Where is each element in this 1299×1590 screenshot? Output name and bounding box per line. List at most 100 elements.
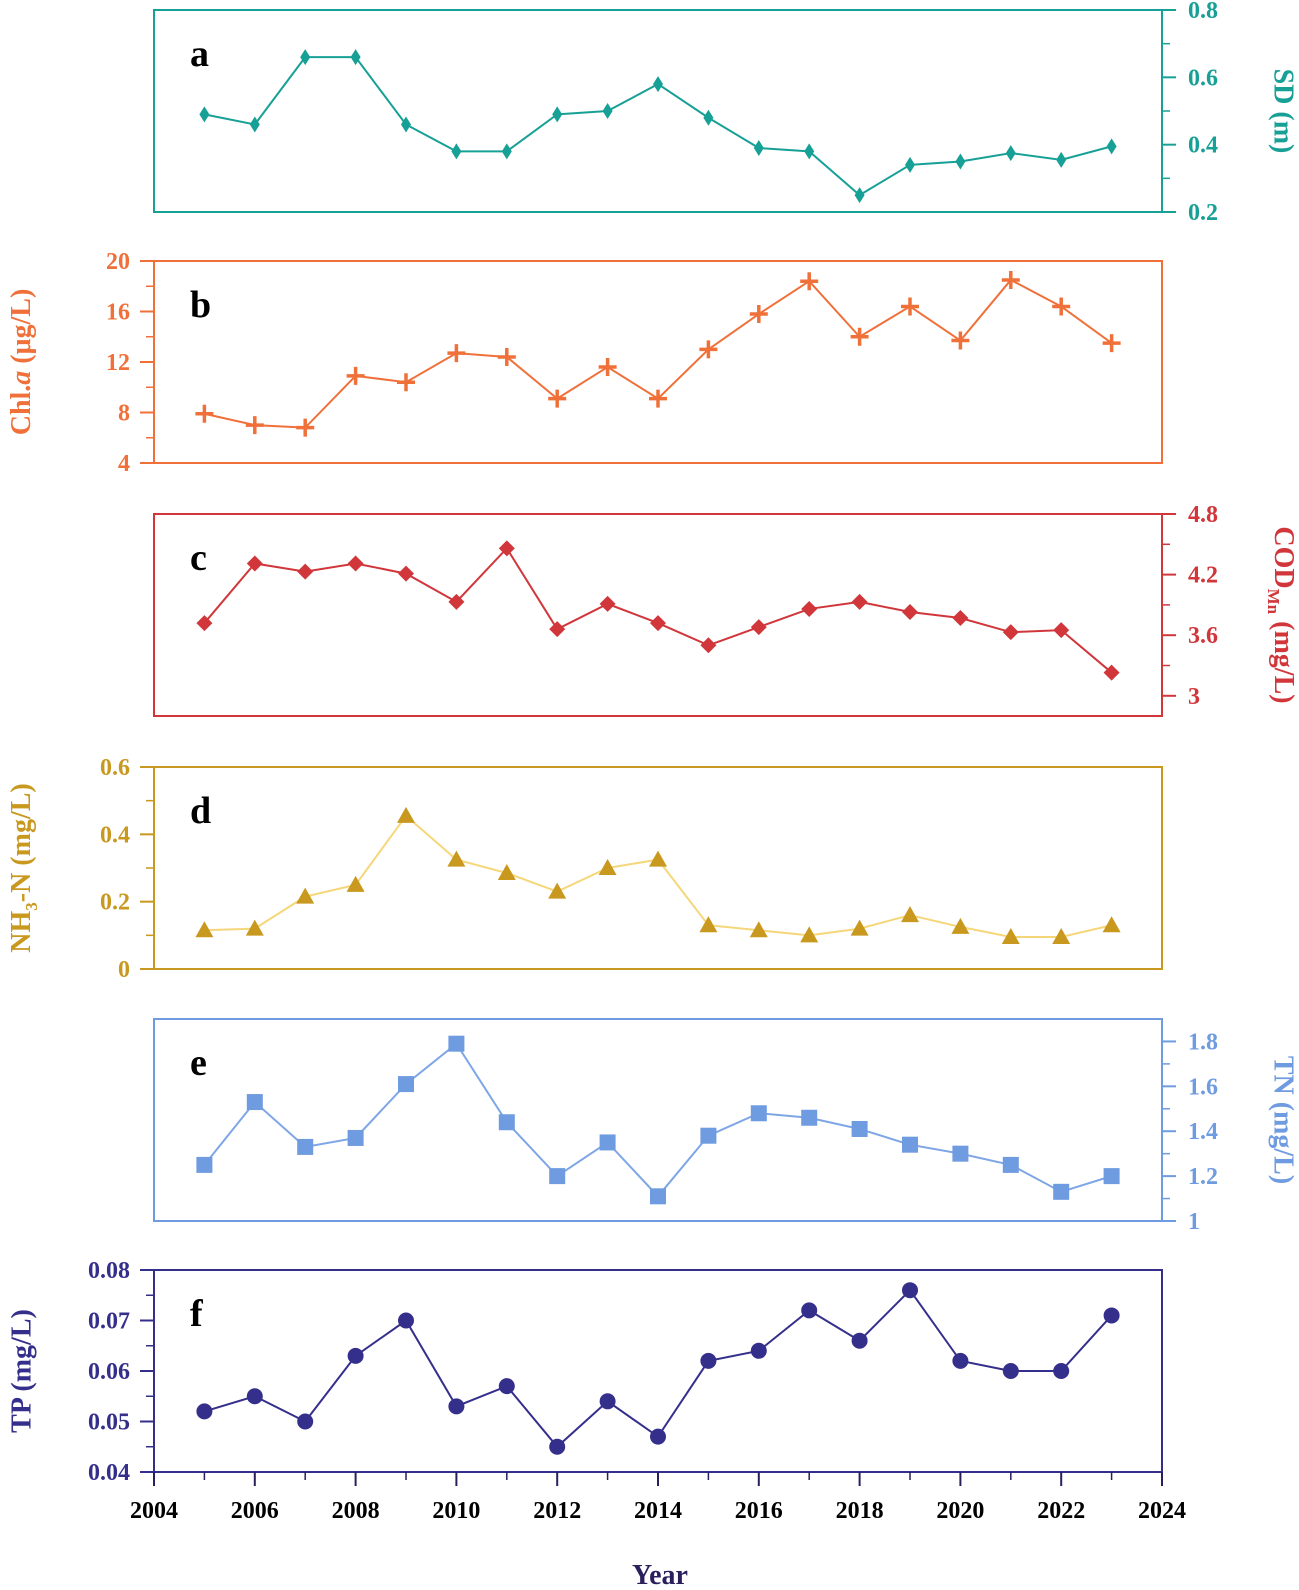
panel-a-ytick-label: 0.8 <box>1188 0 1218 24</box>
panel-d-ytick-label: 0.6 <box>100 755 130 781</box>
panel-d-point-2023 <box>1102 916 1121 933</box>
ylabel-rest: (μg/L) <box>6 289 37 371</box>
panel-b-point-2012 <box>548 389 567 408</box>
panel-f-point-2011 <box>498 1378 515 1395</box>
panel-b-point-2017 <box>800 272 819 291</box>
panel-e-point-2014 <box>650 1188 666 1205</box>
panel-d-point-2018 <box>850 919 869 936</box>
panel-c: 3 3.6 4.2 4.8 CODMn (mg/L) c <box>153 502 1299 717</box>
panel-c-point-2018 <box>851 593 868 610</box>
panel-f-point-2023 <box>1103 1307 1120 1324</box>
panel-c-ytick-label: 4.2 <box>1188 563 1218 589</box>
panel-e-point-2015 <box>700 1127 717 1144</box>
panel-e: 1 1.2 1.4 1.6 1.8 TN (mg/L) e <box>153 1018 1299 1235</box>
panel-c-point-2009 <box>398 565 414 582</box>
panel-c-point-2016 <box>750 619 767 636</box>
panel-b-letter: b <box>190 284 211 326</box>
ylabel-subscript: 3 <box>22 902 41 911</box>
ylabel-italic: a <box>6 371 37 385</box>
panel-d: 0 0.2 0.4 0.6 NH3-N (mg/L) d <box>6 755 1163 983</box>
panel-c-point-2015 <box>700 637 717 654</box>
panel-f-point-2013 <box>599 1393 616 1410</box>
panel-f-ylabel: TP (mg/L) <box>6 1309 37 1433</box>
panel-d-point-2010 <box>447 850 466 867</box>
ylabel-main: NH <box>6 911 37 953</box>
panel-e-point-2023 <box>1103 1168 1120 1185</box>
panel-b-point-2014 <box>649 389 667 408</box>
panel-b-point-2016 <box>749 305 768 324</box>
panel-c-ylabel: CODMn (mg/L) <box>1264 526 1299 703</box>
panel-b-point-2021 <box>1001 270 1020 289</box>
panel-d-point-2020 <box>951 917 970 934</box>
panel-a-point-2012 <box>552 106 563 123</box>
panel-c-frame <box>153 513 1163 717</box>
x-axis-label: Year <box>632 1560 688 1590</box>
panel-d-point-2022 <box>1052 928 1071 945</box>
panel-f-point-2021 <box>1002 1363 1019 1379</box>
panel-f-ytick-label: 0.06 <box>88 1359 130 1385</box>
panel-f-point-2007 <box>297 1413 314 1430</box>
panel-e-point-2009 <box>398 1076 414 1093</box>
panel-f-point-2012 <box>549 1438 566 1455</box>
panel-d-point-2019 <box>901 906 919 923</box>
panel-a-point-2011 <box>501 143 512 160</box>
panel-f-ytick-label: 0.05 <box>88 1410 130 1436</box>
x-tick-label: 2016 <box>735 1498 783 1524</box>
panel-b-point-2022 <box>1052 297 1071 316</box>
panel-a-point-2013 <box>602 103 613 119</box>
panel-b-ytick-label: 4 <box>118 451 130 477</box>
panel-e-ylabel: TN (mg/L) <box>1268 1056 1299 1184</box>
panel-e-point-2017 <box>801 1109 818 1126</box>
x-tick-label: 2024 <box>1138 1498 1186 1524</box>
panel-d-point-2005 <box>195 921 214 938</box>
x-tick-label: 2020 <box>936 1498 984 1524</box>
panel-c-point-2008 <box>347 555 364 572</box>
panel-e-ytick-label: 1.6 <box>1188 1074 1218 1100</box>
panel-b-point-2023 <box>1102 334 1121 353</box>
panel-a-ylabel: SD (m) <box>1268 69 1299 154</box>
panel-c-point-2022 <box>1053 622 1070 639</box>
panel-a-point-2014 <box>653 76 663 93</box>
panel-f-point-2018 <box>851 1332 868 1349</box>
panel-c-point-2005 <box>196 615 213 632</box>
panel-f-point-2014 <box>650 1428 666 1445</box>
panel-b-ytick-label: 20 <box>106 249 130 275</box>
panel-e-series-line <box>203 1042 1112 1198</box>
panel-a-ytick-label: 0.4 <box>1188 133 1218 159</box>
panel-a: 0.2 0.4 0.6 0.8 SD (m) a <box>153 0 1299 226</box>
panel-f-point-2022 <box>1053 1363 1070 1379</box>
panel-d-point-2013 <box>598 859 617 875</box>
panel-f: 0.04 0.05 0.06 0.07 0.08 TP (mg/L) f <box>6 1258 1163 1486</box>
panel-c-point-2013 <box>599 595 616 612</box>
panel-b-ytick-label: 16 <box>106 300 130 326</box>
ylabel-main: COD <box>1268 526 1299 588</box>
panel-c-point-2012 <box>549 621 566 638</box>
panel-e-ytick-label: 1.8 <box>1188 1029 1218 1055</box>
panel-e-point-2011 <box>498 1114 515 1131</box>
panel-c-point-2011 <box>498 540 515 557</box>
panel-d-point-2009 <box>397 806 415 823</box>
panel-d-point-2011 <box>497 864 516 881</box>
panel-a-point-2010 <box>451 143 462 160</box>
panel-f-letter: f <box>190 1293 204 1335</box>
panel-d-ytick-label: 0.4 <box>100 822 130 848</box>
panel-e-point-2022 <box>1053 1183 1070 1200</box>
panel-a-point-2020 <box>955 153 966 170</box>
panel-d-series-line <box>204 814 1112 939</box>
panel-d-point-2006 <box>245 919 264 936</box>
panel-e-point-2008 <box>347 1129 364 1146</box>
panel-f-point-2017 <box>801 1302 818 1319</box>
panel-d-letter: d <box>190 790 211 832</box>
panel-f-point-2019 <box>902 1282 918 1299</box>
x-tick-label: 2004 <box>130 1498 178 1524</box>
panel-d-point-2007 <box>296 887 315 904</box>
panel-c-ytick-label: 4.8 <box>1188 502 1218 528</box>
panel-a-point-2016 <box>753 140 764 157</box>
ylabel-main: Chl. <box>6 385 37 436</box>
panel-c-point-2014 <box>650 615 666 632</box>
panel-a-point-2023 <box>1106 138 1117 155</box>
panel-b: 4 8 12 16 20 Chl.a (μg/L) b <box>6 249 1163 477</box>
panel-b-point-2006 <box>245 416 264 435</box>
panel-d-point-2015 <box>699 916 718 933</box>
